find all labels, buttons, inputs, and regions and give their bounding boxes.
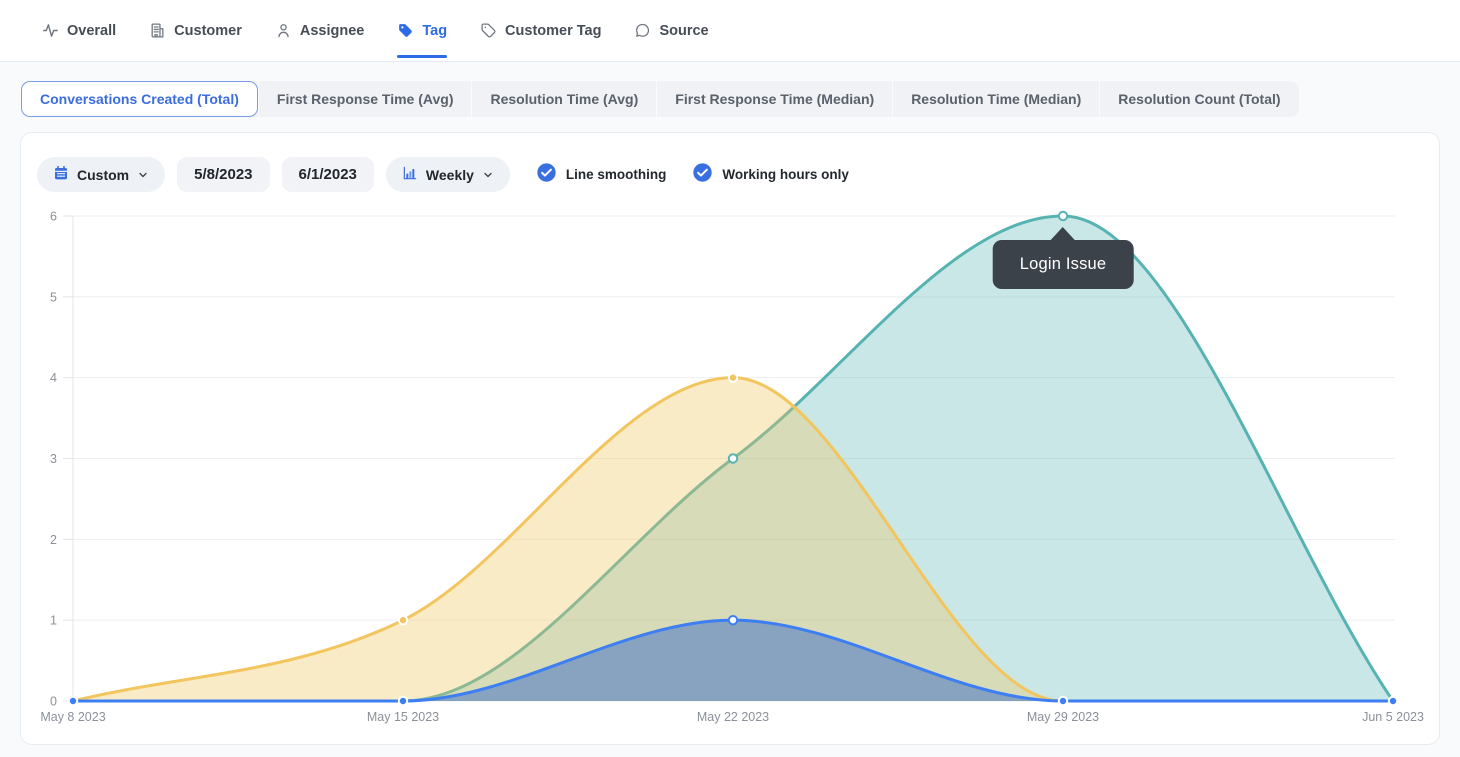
- tab-conversations-created[interactable]: Conversations Created (Total): [21, 81, 258, 117]
- nav-item-source[interactable]: Source: [634, 0, 709, 61]
- x-axis-label: Jun 5 2023: [1362, 710, 1424, 724]
- nav-label: Customer: [174, 22, 242, 39]
- y-axis-label: 4: [50, 371, 57, 385]
- line-smoothing-label: Line smoothing: [565, 167, 667, 182]
- chat-bubble-icon: [634, 22, 651, 39]
- x-axis-label: May 8 2023: [40, 710, 105, 724]
- activity-icon: [42, 22, 59, 39]
- working-hours-only-checkbox[interactable]: Working hours only: [692, 162, 849, 188]
- building-icon: [149, 22, 166, 39]
- tag-outline-icon: [480, 22, 497, 39]
- chart-card: Custom 5/8/2023 6/1/2023 Weekly: [20, 132, 1440, 745]
- series-area-2: [73, 620, 1393, 701]
- person-icon: [275, 22, 292, 39]
- checkmark-circle-icon: [536, 162, 557, 188]
- metric-tabs: Conversations Created (Total) First Resp…: [21, 81, 1299, 117]
- tab-resolution-count-total[interactable]: Resolution Count (Total): [1099, 81, 1298, 117]
- nav-label: Tag: [422, 22, 448, 39]
- x-axis-label: May 15 2023: [367, 710, 439, 724]
- checkmark-circle-icon: [692, 162, 713, 188]
- nav-item-tag[interactable]: Tag: [397, 0, 448, 61]
- data-point-dot[interactable]: [397, 695, 409, 707]
- chart-controls: Custom 5/8/2023 6/1/2023 Weekly: [37, 157, 849, 192]
- line-smoothing-checkbox[interactable]: Line smoothing: [536, 162, 667, 188]
- data-point-dot[interactable]: [727, 372, 739, 383]
- y-axis-label: 0: [50, 695, 57, 709]
- nav-label: Overall: [67, 22, 117, 39]
- granularity-dropdown[interactable]: Weekly: [385, 157, 510, 192]
- data-point-dot[interactable]: [727, 614, 739, 626]
- y-axis-label: 6: [50, 210, 57, 224]
- data-point-dot[interactable]: [397, 614, 409, 626]
- chevron-down-icon: [482, 169, 494, 181]
- y-axis-label: 2: [50, 533, 57, 547]
- nav-item-customer-tag[interactable]: Customer Tag: [480, 0, 601, 61]
- active-tab-indicator: [397, 55, 448, 58]
- bar-chart-icon: [402, 165, 418, 184]
- nav-item-overall[interactable]: Overall: [42, 0, 116, 61]
- nav-label: Customer Tag: [505, 22, 602, 39]
- tag-icon: [397, 22, 414, 39]
- tab-first-response-time-avg[interactable]: First Response Time (Avg): [257, 81, 472, 117]
- tab-resolution-time-median[interactable]: Resolution Time (Median): [892, 81, 1099, 117]
- y-axis-label: 3: [50, 452, 57, 466]
- data-point-dot[interactable]: [727, 453, 739, 464]
- tab-resolution-time-avg[interactable]: Resolution Time (Avg): [471, 81, 656, 117]
- tab-first-response-time-median[interactable]: First Response Time (Median): [656, 81, 892, 117]
- end-date-field[interactable]: 6/1/2023: [281, 157, 374, 192]
- working-hours-only-label: Working hours only: [722, 167, 849, 182]
- chevron-down-icon: [137, 169, 149, 181]
- report-type-nav: Overall Customer Assignee Tag Cus: [0, 0, 1460, 62]
- date-range-preset-label: Custom: [77, 166, 130, 183]
- calendar-icon: [53, 165, 69, 184]
- nav-label: Assignee: [299, 22, 365, 39]
- nav-label: Source: [659, 22, 709, 39]
- y-axis-label: 5: [50, 290, 57, 304]
- x-axis-label: May 29 2023: [1027, 710, 1099, 724]
- data-point-dot[interactable]: [1057, 210, 1069, 222]
- nav-item-assignee[interactable]: Assignee: [275, 0, 364, 61]
- chart-svg[interactable]: 0 1 2 3 4 5 6 May 8 2023 May 15 2023 May 22 2023 M…: [21, 201, 1441, 731]
- y-axis-label: 1: [50, 614, 57, 628]
- start-date-field[interactable]: 5/8/2023: [177, 157, 270, 192]
- data-point-dot[interactable]: [1387, 695, 1399, 707]
- data-point-dot[interactable]: [67, 695, 79, 707]
- date-range-preset-dropdown[interactable]: Custom: [37, 157, 166, 192]
- x-axis-label: May 22 2023: [697, 710, 769, 724]
- data-point-dot[interactable]: [1057, 695, 1069, 707]
- nav-item-customer[interactable]: Customer: [149, 0, 242, 61]
- granularity-label: Weekly: [425, 166, 474, 183]
